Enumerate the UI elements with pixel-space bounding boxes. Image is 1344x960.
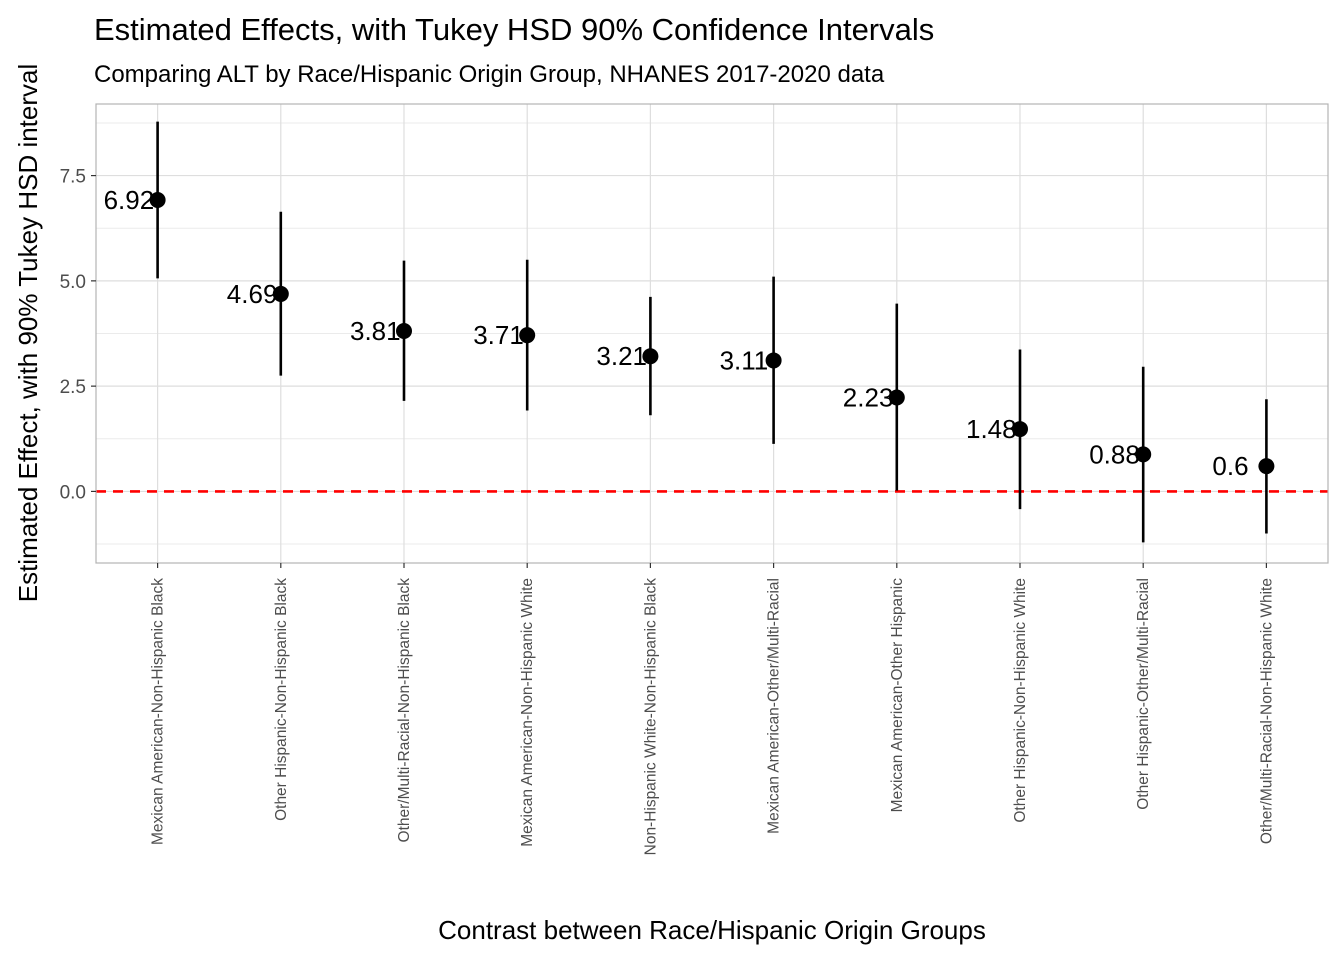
x-tick-label: Mexican American-Non-Hispanic Black [150, 578, 167, 845]
x-tick-label: Mexican American-Other/Multi-Racial [766, 578, 783, 834]
y-tick-label: 2.5 [60, 377, 86, 398]
point-label: 1.48 [966, 414, 1017, 444]
x-tick-label: Mexican American-Other Hispanic [889, 578, 906, 813]
panel-border [95, 103, 1329, 564]
x-tick-label: Other/Multi-Racial-Non-Hispanic White [1258, 578, 1275, 844]
x-tick-label: Non-Hispanic White-Non-Hispanic Black [642, 578, 659, 856]
chart-title: Estimated Effects, with Tukey HSD 90% Co… [94, 12, 934, 47]
point-label: 3.21 [596, 341, 647, 371]
point-label: 0.6 [1212, 451, 1248, 481]
estimate-point [1258, 458, 1275, 475]
estimate-point [519, 327, 536, 344]
point-label: 6.92 [104, 185, 155, 215]
estimate-point [149, 192, 166, 209]
point-label: 3.71 [473, 320, 524, 350]
y-tick-label: 5.0 [60, 272, 86, 293]
y-axis-title: Estimated Effect, with 90% Tukey HSD int… [13, 64, 43, 603]
x-tick-label: Other Hispanic-Non-Hispanic Black [273, 578, 290, 821]
x-tick-label: Mexican American-Non-Hispanic White [519, 578, 536, 847]
point-label: 0.88 [1089, 439, 1140, 469]
estimate-point [1135, 446, 1152, 463]
estimate-point [888, 389, 905, 406]
data-layer [149, 121, 1275, 543]
point-label: 2.23 [843, 383, 894, 413]
x-tick-label: Other/Multi-Racial-Non-Hispanic Black [396, 578, 413, 843]
point-label: 4.69 [227, 279, 278, 309]
chart-subtitle: Comparing ALT by Race/Hispanic Origin Gr… [94, 61, 885, 88]
y-tick-label: 0.0 [60, 482, 86, 503]
x-axis-title: Contrast between Race/Hispanic Origin Gr… [438, 915, 986, 945]
estimate-point [396, 322, 412, 339]
estimate-point [765, 352, 782, 369]
estimate-point [272, 285, 289, 302]
y-tick-label: 7.5 [60, 167, 86, 188]
x-tick-label: Other Hispanic-Other/Multi-Racial [1135, 578, 1152, 810]
x-tick-label: Other Hispanic-Non-Hispanic White [1012, 578, 1029, 823]
plot-panel: 6.92 4.69 3.81 3.71 3.21 3.11 2.23 1.48 0.88 0.6 0… [60, 103, 1329, 856]
estimate-point [642, 348, 659, 365]
estimate-point [1012, 421, 1028, 438]
point-label: 3.11 [720, 345, 769, 375]
point-label: 3.81 [350, 316, 401, 346]
